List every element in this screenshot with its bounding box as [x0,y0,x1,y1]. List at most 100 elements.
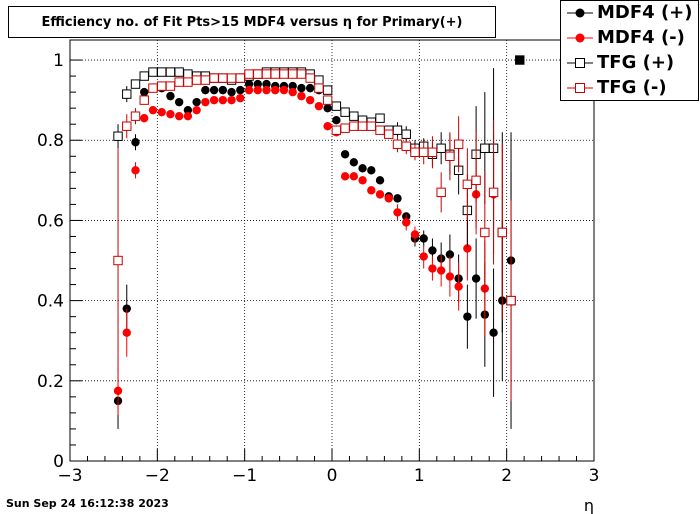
data-point [244,69,254,79]
data-point [261,69,272,79]
data-point [332,115,341,125]
data-point [166,91,175,101]
data-point [358,164,367,173]
data-point [497,227,508,238]
legend-item-mdf4-minus: MDF4 (-) [561,26,700,51]
data-point [279,69,289,79]
data-point [192,105,201,115]
data-point [436,266,446,275]
data-point [174,67,184,77]
data-point [297,91,306,101]
legend: MDF4 (+) MDF4 (-) TFG (+) TFG (-) [560,0,699,101]
data-point [140,87,149,97]
data-point [270,69,280,79]
data-point [323,122,332,131]
data-point [436,187,446,198]
data-point [445,250,455,259]
data-point [174,97,184,107]
legend-item-tfg-plus: TFG (+) [561,51,700,76]
legend-label: MDF4 (-) [597,27,685,48]
data-point [428,246,437,255]
data-point [157,81,167,91]
data-point [305,73,315,83]
data-point [419,147,429,157]
data-point [375,176,385,185]
legend-item-mdf4-plus: MDF4 (+) [561,1,700,26]
data-point [192,97,201,107]
data-point [148,105,158,115]
data-point [393,194,402,203]
data-point [130,79,141,89]
data-point [463,312,472,321]
data-point [157,107,166,117]
data-point [305,95,315,105]
data-point [165,81,176,91]
legend-label: TFG (-) [597,77,667,98]
data-point [131,166,140,175]
data-point [375,113,385,123]
data-point [366,121,377,131]
data-point [375,125,385,135]
data-point [436,143,446,153]
data-point [191,75,202,85]
data-point [349,172,359,181]
data-point [174,111,184,121]
axes: −3 −2 −1 0 1 2 3 0 0.2 0.4 0.6 0.8 1 [37,51,599,486]
data-point [384,194,393,203]
y-tick-label: 0.8 [37,131,64,151]
data-point [279,85,289,95]
data-point [392,125,403,135]
data-point [218,95,228,105]
grid [70,40,594,461]
data-point [375,190,385,199]
data-point [402,218,411,227]
data-point [148,83,158,93]
data-point [297,83,306,93]
data-point [183,111,193,121]
data-point [419,234,428,243]
data-point [113,255,123,266]
data-point [235,73,246,83]
x-tick-label: 3 [589,466,600,486]
data-point [480,143,490,153]
data-point [314,101,324,111]
data-point [428,264,437,273]
data-point [174,77,184,87]
data-point [323,103,332,113]
data-point [122,121,132,131]
x-tick-label: −1 [232,466,257,486]
data-point [288,87,297,97]
data-point [244,85,254,95]
data-point [244,79,254,89]
data-point [139,95,149,105]
data-point [445,151,455,161]
data-point [296,69,307,79]
data-point [130,111,141,121]
data-point [349,158,359,167]
data-point [488,187,499,198]
data-point [157,67,167,77]
y-tick-label: 0 [53,452,64,472]
x-axis-label: η [584,496,594,514]
data-point [236,85,245,95]
legend-label: TFG (+) [597,52,675,73]
data-point [322,95,333,105]
data-point [331,101,342,111]
data-point [253,79,262,89]
data-point [489,328,498,337]
data-point [113,386,123,396]
data-point [480,227,490,238]
data-point [122,328,131,337]
data-point [113,131,123,141]
data-point [288,69,298,79]
data-point [340,150,350,159]
data-point [200,75,211,85]
data-point [445,272,455,281]
data-point [262,79,271,89]
x-tick-label: 1 [414,466,425,486]
data-point [209,73,219,83]
data-point [322,85,333,95]
data-point [183,69,193,79]
data-point [462,179,473,190]
data-point [271,85,280,95]
